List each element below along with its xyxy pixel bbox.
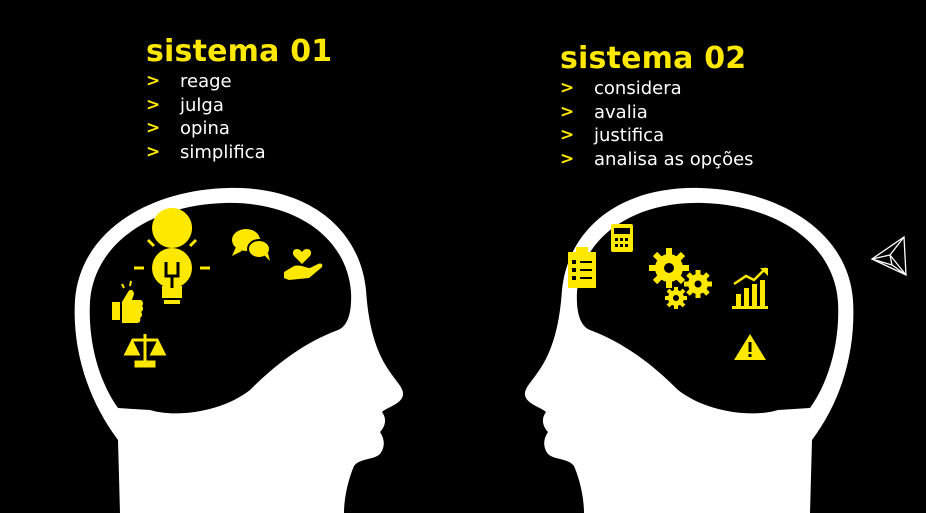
lightbulb-icon: [134, 208, 210, 304]
bullet-chevron-icon: >: [146, 71, 161, 91]
system1-block: sistema 01 > reage > julga > opina > simplif…: [146, 34, 332, 164]
system2-list: > considera > avalia > justifica > analisa a…: [560, 77, 754, 171]
list-item: > considera: [560, 78, 682, 99]
bullet-chevron-icon: >: [560, 148, 575, 169]
list-item: > analisa as opções: [560, 148, 754, 170]
bullet-chevron-icon: >: [146, 118, 161, 138]
list-item: > simplifica: [146, 141, 266, 163]
bullet-chevron-icon: >: [560, 101, 575, 122]
scales-icon: [123, 334, 167, 368]
bullet-chevron-icon: >: [560, 78, 575, 98]
right-head: [525, 187, 854, 513]
clipboard-checklist-icon: [568, 247, 596, 288]
chat-bubbles-icon: [232, 229, 271, 261]
system2-block: sistema 02 > considera > avalia > justifica…: [560, 41, 754, 171]
system2-title: sistema 02: [560, 41, 747, 76]
list-item: > avalia: [560, 101, 648, 123]
list-item: > justifica: [560, 125, 665, 146]
thumbs-up-icon: [112, 280, 144, 323]
bullet-chevron-icon: >: [560, 125, 575, 145]
list-item: > julga: [146, 94, 224, 116]
list-item: > reage: [146, 71, 232, 92]
list-item: > opina: [146, 118, 230, 139]
bullet-chevron-icon: >: [146, 94, 161, 115]
bullet-chevron-icon: >: [146, 141, 161, 162]
gears-icon: [649, 248, 712, 309]
calculator-icon: [611, 224, 633, 252]
system1-title: sistema 01: [146, 34, 333, 69]
bar-chart-growth-icon: [732, 267, 768, 309]
geometric-logo-icon: [870, 235, 907, 277]
system1-list: > reage > julga > opina > simplifica: [146, 70, 332, 164]
warning-icon: [734, 334, 766, 360]
heart-hand-icon: [284, 249, 323, 280]
